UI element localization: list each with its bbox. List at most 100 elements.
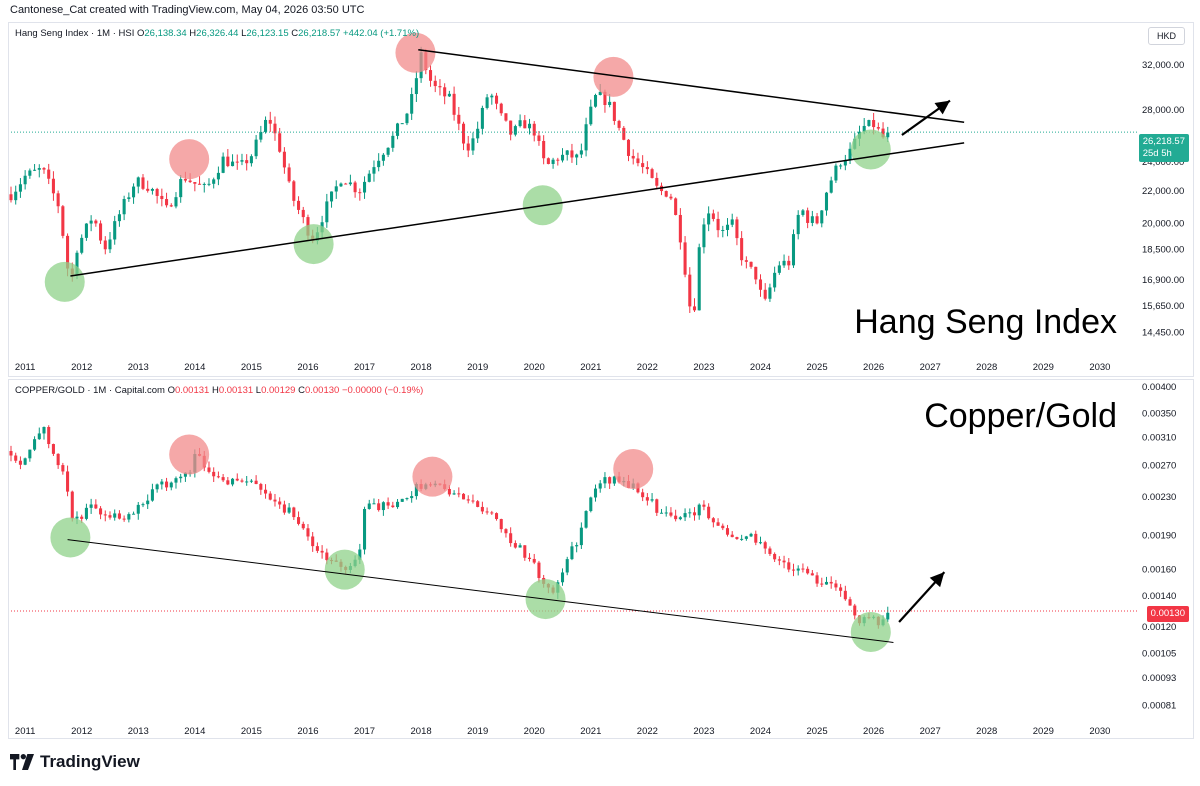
hsi-candle-body — [848, 148, 852, 160]
hsi-candle-body — [631, 155, 635, 159]
cg-candle-body — [565, 559, 569, 573]
hsi-candle-body — [132, 186, 136, 198]
hsi-candle — [773, 266, 777, 292]
hsi-candle — [113, 215, 117, 245]
hsi-support-circle — [850, 129, 891, 170]
cg-candle — [240, 478, 244, 483]
hsi-support-circle — [44, 261, 85, 302]
hsi-candle-body — [99, 223, 103, 241]
cg-x-tick-label: 2021 — [580, 726, 601, 737]
cg-candle — [763, 540, 767, 554]
hsi-candle — [428, 65, 433, 87]
cg-candle — [499, 518, 503, 533]
currency-button[interactable]: HKD — [1147, 27, 1185, 45]
hsi-candle-body — [42, 168, 46, 170]
cg-candle — [273, 493, 277, 507]
cg-x-tick-label: 2018 — [411, 726, 432, 737]
cg-candle-body — [579, 527, 583, 546]
hsi-candle — [683, 236, 687, 278]
cg-candle — [14, 452, 18, 463]
cg-candle-body — [259, 484, 263, 490]
hsi-candle-body — [532, 123, 536, 136]
hsi-candle — [363, 176, 367, 199]
cg-candle — [664, 506, 668, 517]
hsi-candle-body — [443, 87, 447, 97]
cg-x-tick-label: 2016 — [297, 726, 318, 737]
hsi-candle-body — [410, 94, 414, 114]
cg-candle — [245, 475, 249, 486]
hsi-candle-body — [542, 140, 546, 159]
hsi-candle — [226, 149, 230, 168]
cg-candle-body — [47, 426, 51, 445]
cg-candle — [400, 498, 404, 503]
hsi-candle-body — [386, 147, 390, 155]
hsi-y-tick-label: 22,000.00 — [1142, 186, 1184, 197]
hsi-candle — [485, 94, 489, 110]
hsi-candle — [787, 255, 791, 270]
hsi-candle — [334, 180, 338, 199]
cg-candle — [301, 521, 305, 530]
hsi-candle-body — [669, 196, 673, 199]
cg-candle — [306, 524, 310, 541]
hsi-candle — [820, 210, 824, 228]
hsi-candle — [56, 190, 60, 214]
hsi-resistance-circle — [395, 32, 436, 73]
copper-gold-chart-panel[interactable]: COPPER/GOLD · 1M · Capital.com O0.00131 … — [8, 379, 1194, 739]
cg-candle-body — [683, 513, 687, 518]
hsi-candle-body — [499, 103, 503, 114]
cg-candle — [476, 500, 480, 508]
hsi-candle — [631, 149, 635, 165]
hsi-candle-body — [664, 191, 668, 197]
cg-low: 0.00129 — [261, 385, 296, 396]
cg-candle-body — [744, 536, 748, 539]
hsi-candle — [494, 92, 499, 110]
cg-x-tick-label: 2028 — [976, 726, 997, 737]
hsi-candle-body — [136, 177, 140, 187]
cg-y-tick-label: 0.00160 — [1142, 565, 1176, 576]
cg-candle — [494, 512, 499, 521]
cg-candle — [155, 483, 159, 493]
hsi-candle-body — [80, 237, 84, 253]
cg-candle — [363, 506, 367, 555]
cg-candle-body — [688, 512, 692, 514]
cg-candle-body — [570, 546, 574, 560]
hsi-candle-body — [641, 163, 645, 168]
hsi-candle — [749, 261, 753, 269]
hsi-candle-body — [146, 188, 150, 191]
hsi-candle-body — [108, 239, 112, 250]
hsi-candle-body — [414, 78, 418, 95]
hsi-candle-body — [796, 214, 800, 235]
hsi-y-tick-label: 14,450.00 — [1142, 328, 1184, 339]
hsi-candle-body — [259, 131, 263, 140]
hsi-candle-body — [278, 133, 282, 152]
hsi-candle — [626, 139, 631, 162]
cg-resistance-circle — [412, 456, 453, 497]
cg-candle-body — [589, 497, 593, 512]
cg-candle — [391, 501, 395, 508]
hsi-candle — [391, 131, 395, 152]
hsi-candle-body — [216, 172, 220, 180]
hsi-candle — [61, 204, 65, 239]
cg-candle — [725, 524, 730, 537]
cg-open: 0.00131 — [174, 385, 210, 396]
hsi-candle-body — [584, 124, 588, 151]
hsi-change: +442.04 (+1.71%) — [343, 28, 420, 39]
hsi-candle-body — [593, 94, 598, 107]
tradingview-logo[interactable]: TradingView — [10, 752, 140, 772]
hsi-candle-body — [862, 125, 866, 132]
cg-candle-body — [23, 458, 27, 465]
hsi-chart-panel[interactable]: Hang Seng Index · 1M · HSI O26,138.34 H2… — [8, 22, 1194, 377]
cg-candle-body — [212, 471, 216, 477]
hsi-last-price-tag: 26,218.57 25d 5h — [1138, 134, 1189, 162]
hsi-x-tick-label: 2015 — [241, 362, 262, 373]
hsi-candle-body — [353, 182, 357, 193]
cg-candle — [292, 506, 296, 520]
hsi-candle — [471, 132, 475, 155]
hsi-candle-body — [33, 169, 37, 171]
cg-candle-body — [37, 433, 41, 440]
cg-candle — [886, 606, 890, 622]
cg-candle — [777, 556, 781, 566]
hsi-candle — [815, 212, 819, 225]
cg-candle-body — [146, 500, 150, 505]
hsi-candle — [414, 71, 418, 102]
